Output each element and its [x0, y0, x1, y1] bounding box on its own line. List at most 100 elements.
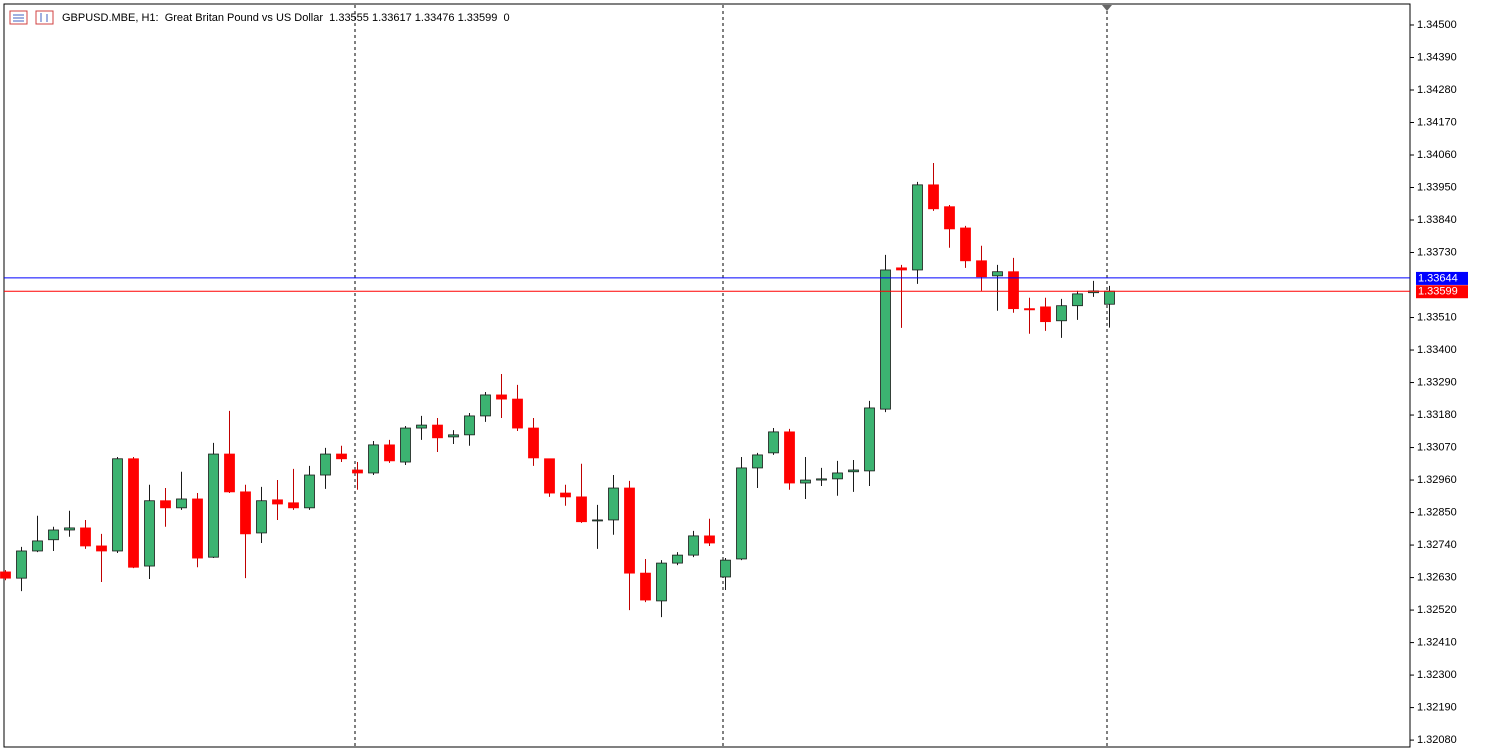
- candle-body: [992, 271, 1003, 277]
- candle-body: [336, 453, 347, 460]
- candle-body: [704, 535, 715, 544]
- y-tick-label: 1.34280: [1417, 84, 1457, 96]
- price-label: 1.33599: [1418, 286, 1458, 298]
- candle-body: [912, 184, 923, 271]
- plot-frame: [3, 3, 1411, 748]
- y-tick-label: 1.32080: [1417, 734, 1457, 746]
- candle-body: [400, 427, 411, 463]
- candle-body: [752, 454, 763, 469]
- candle-body: [688, 535, 699, 556]
- candle-body: [880, 269, 891, 410]
- candle-body: [112, 458, 123, 552]
- candle-body: [784, 431, 795, 484]
- y-tick-label: 1.34390: [1417, 51, 1457, 63]
- candle-body: [96, 545, 107, 552]
- candle-body: [320, 453, 331, 476]
- candle-body: [368, 444, 379, 474]
- candle-body: [48, 529, 59, 541]
- candle-body: [864, 407, 875, 472]
- candle-body: [432, 424, 443, 439]
- candle-body: [32, 540, 43, 552]
- candle-body: [1072, 293, 1083, 307]
- candle-body: [256, 500, 267, 534]
- candle-body: [720, 559, 731, 578]
- candle-body: [192, 498, 203, 559]
- y-tick-label: 1.33400: [1417, 344, 1457, 356]
- candle-body: [848, 469, 859, 473]
- symbol-icon: [9, 10, 54, 25]
- candle-body: [592, 519, 603, 522]
- y-tick-label: 1.32520: [1417, 604, 1457, 616]
- candle-body: [1040, 306, 1051, 323]
- candle-body: [528, 427, 539, 459]
- candle-body: [64, 527, 75, 531]
- candle-body: [1008, 271, 1019, 310]
- shift-marker: [1102, 5, 1112, 11]
- price-label-bg: [1416, 271, 1468, 285]
- price-label-bg: [1416, 285, 1468, 299]
- candle-body: [464, 415, 475, 436]
- y-tick-label: 1.32850: [1417, 506, 1457, 518]
- y-tick-label: 1.34500: [1417, 19, 1457, 31]
- y-tick-label: 1.33730: [1417, 246, 1457, 258]
- candle-body: [384, 444, 395, 462]
- candle-body: [736, 467, 747, 560]
- candle-body: [0, 571, 11, 579]
- candle-body: [800, 479, 811, 484]
- candle-body: [160, 500, 171, 509]
- candle-body: [240, 491, 251, 535]
- y-tick-label: 1.34060: [1417, 149, 1457, 161]
- candle-body: [16, 550, 27, 579]
- candle-body: [448, 434, 459, 438]
- candle-body: [144, 500, 155, 567]
- candle-body: [272, 499, 283, 505]
- y-tick-label: 1.34170: [1417, 116, 1457, 128]
- candle-body: [288, 502, 299, 509]
- candle-body: [768, 431, 779, 454]
- candle-body: [1024, 308, 1035, 311]
- y-tick-label: 1.33510: [1417, 311, 1457, 323]
- candle-body: [176, 498, 187, 509]
- candle-body: [816, 478, 827, 481]
- candle-body: [1104, 290, 1115, 305]
- candle-body: [624, 487, 635, 574]
- y-tick-label: 1.33180: [1417, 409, 1457, 421]
- candle-body: [608, 487, 619, 521]
- candle-body: [512, 398, 523, 429]
- candle-body: [896, 267, 907, 271]
- price-label: 1.33644: [1418, 272, 1458, 284]
- y-tick-label: 1.32630: [1417, 571, 1457, 583]
- candle-body: [1056, 305, 1067, 322]
- candle-body: [304, 474, 315, 509]
- chart-title: GBPUSD.MBE, H1: Great Britan Pound vs US…: [62, 12, 510, 24]
- candle-body: [832, 472, 843, 480]
- candle-body: [672, 554, 683, 564]
- candle-body: [544, 458, 555, 494]
- candle-body: [944, 206, 955, 230]
- candle-body: [224, 453, 235, 493]
- y-tick-label: 1.32190: [1417, 701, 1457, 713]
- y-tick-label: 1.32740: [1417, 539, 1457, 551]
- candle-body: [960, 227, 971, 262]
- candle-body: [976, 260, 987, 278]
- candle-body: [80, 527, 91, 547]
- y-tick-label: 1.33950: [1417, 181, 1457, 193]
- candle-body: [576, 496, 587, 523]
- y-tick-label: 1.33070: [1417, 441, 1457, 453]
- y-tick-label: 1.32410: [1417, 636, 1457, 648]
- candle-body: [480, 394, 491, 417]
- candle-body: [496, 394, 507, 400]
- y-tick-label: 1.32960: [1417, 474, 1457, 486]
- candle-body: [352, 469, 363, 474]
- candle-body: [640, 572, 651, 601]
- candle-body: [128, 458, 139, 568]
- candle-body: [208, 453, 219, 558]
- y-tick-label: 1.32300: [1417, 669, 1457, 681]
- candle-body: [560, 492, 571, 498]
- candle-body: [656, 562, 667, 602]
- y-tick-label: 1.33840: [1417, 214, 1457, 226]
- candle-body: [416, 424, 427, 429]
- candle-body: [928, 184, 939, 210]
- y-tick-label: 1.33290: [1417, 376, 1457, 388]
